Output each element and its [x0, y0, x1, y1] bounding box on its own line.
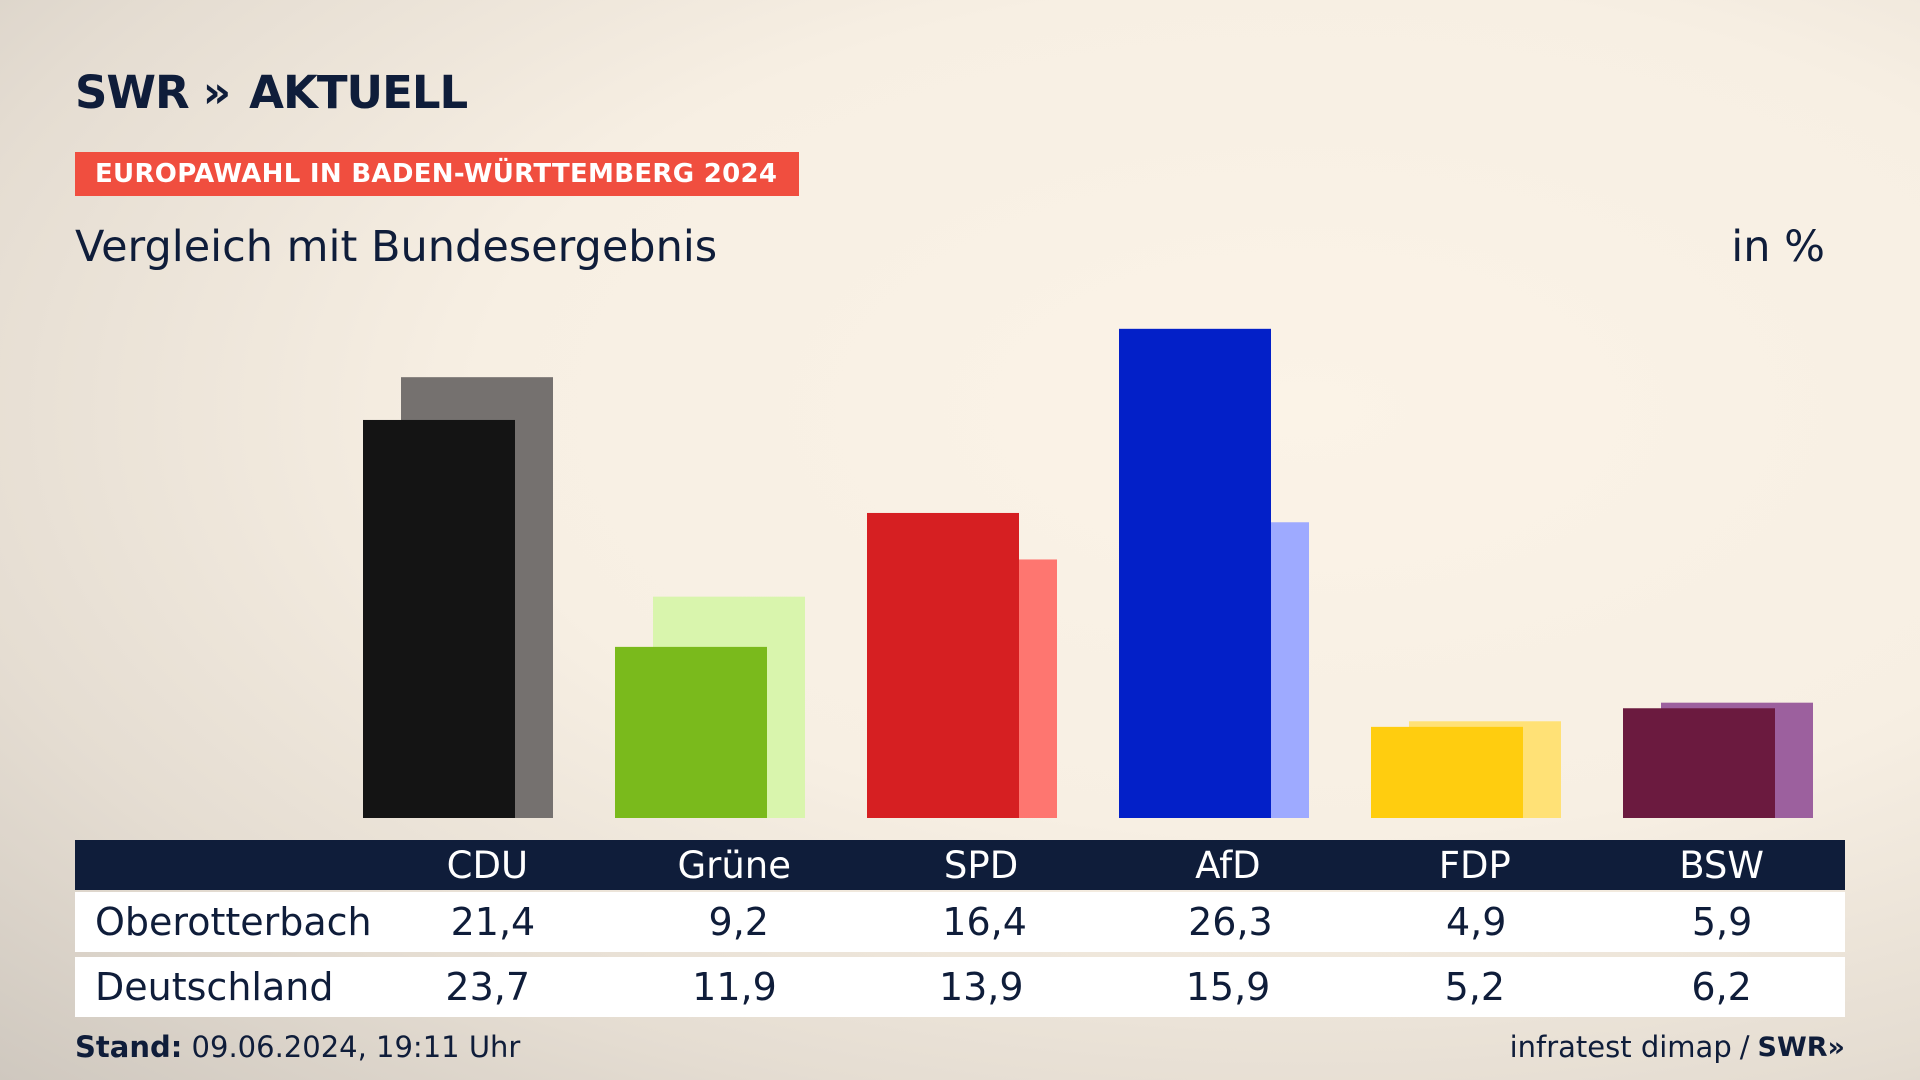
- bar-chart: [363, 328, 1813, 818]
- source-separator: /: [1739, 1030, 1750, 1064]
- swr-brand: SWR»: [1757, 1031, 1845, 1063]
- value-cell: 15,9: [1185, 965, 1271, 1009]
- value-cell: 13,9: [938, 965, 1024, 1009]
- logo-swr: SWR: [75, 65, 190, 119]
- chart-subtitle: Vergleich mit Bundesergebnis: [75, 222, 718, 272]
- row-label: Deutschland: [95, 965, 334, 1009]
- table-header: CDU Grüne SPD AfD FDP BSW: [75, 840, 1845, 890]
- value-cell: 11,9: [692, 965, 777, 1009]
- stand-value: 09.06.2024, 19:11 Uhr: [191, 1030, 521, 1064]
- value-cell: 16,4: [942, 900, 1027, 944]
- value-cell: 6,2: [1691, 965, 1752, 1009]
- header-party: BSW: [1679, 843, 1764, 887]
- stand-label: Stand:: [75, 1030, 183, 1064]
- header-party: CDU: [446, 843, 529, 887]
- bar-oberotterbach-bsw: [1623, 708, 1775, 818]
- bar-oberotterbach-spd: [867, 512, 1019, 818]
- election-banner: EUROPAWAHL IN BADEN-WÜRTTEMBERG 2024: [75, 152, 799, 196]
- table-row: Oberotterbach 21,4 9,2 16,4 26,3 4,9 5,9: [75, 892, 1845, 952]
- source-name: infratest dimap: [1509, 1030, 1732, 1064]
- value-cell: 23,7: [445, 965, 530, 1009]
- bar-oberotterbach-grüne: [615, 646, 767, 818]
- bar-oberotterbach-afd: [1119, 328, 1271, 818]
- row-label: Oberotterbach: [95, 900, 372, 944]
- bar-oberotterbach-fdp: [1371, 726, 1523, 818]
- value-cell: 5,9: [1691, 900, 1753, 944]
- value-cell: 5,2: [1444, 965, 1506, 1009]
- unit-label: in %: [1731, 222, 1825, 272]
- bar-oberotterbach-cdu: [363, 419, 515, 818]
- value-cell: 4,9: [1446, 900, 1507, 944]
- table-row: Deutschland 23,7 11,9 13,9 15,9 5,2 6,2: [75, 957, 1845, 1017]
- swr-aktuell-logo: SWR» AKTUELL: [75, 65, 468, 119]
- results-table: CDU Grüne SPD AfD FDP BSW Oberotterbach …: [75, 840, 1845, 1017]
- header-party: FDP: [1438, 843, 1511, 887]
- header-party: Grüne: [677, 843, 791, 887]
- value-cell: 26,3: [1188, 900, 1273, 944]
- header-empty: [75, 840, 364, 890]
- header-party: SPD: [943, 843, 1019, 887]
- timestamp: Stand: 09.06.2024, 19:11 Uhr: [75, 1030, 520, 1064]
- logo-aktuell: AKTUELL: [249, 65, 468, 119]
- value-cell: 9,2: [708, 900, 769, 944]
- source-credit: infratest dimap / SWR»: [1510, 1030, 1845, 1064]
- value-cell: 21,4: [450, 900, 536, 944]
- header-party: AfD: [1195, 843, 1261, 887]
